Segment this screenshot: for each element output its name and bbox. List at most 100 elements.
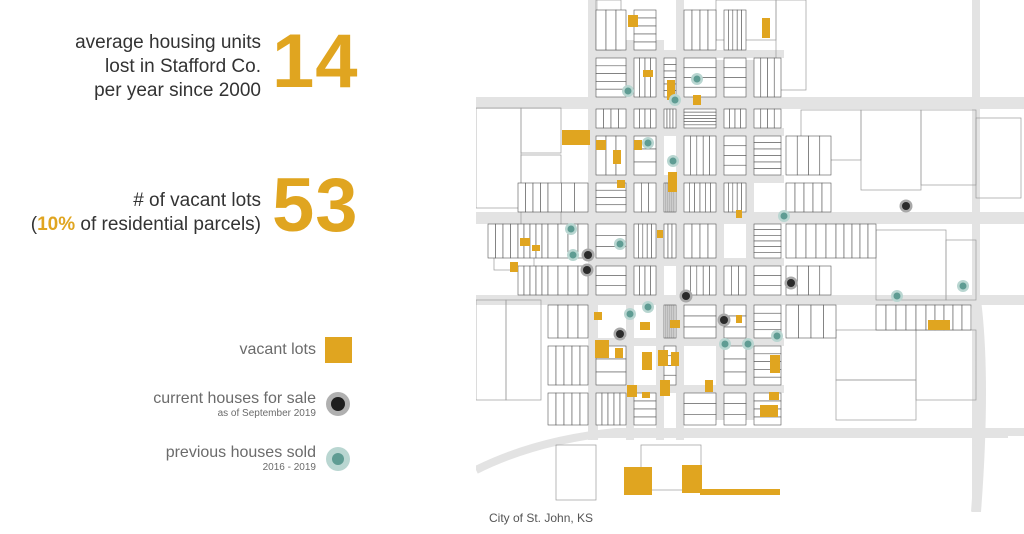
parcel <box>696 265 704 296</box>
parcel <box>795 223 807 259</box>
stat-vacant-lots-number: 53 <box>272 163 359 248</box>
parcel <box>696 135 704 176</box>
road <box>589 50 784 58</box>
vacant-lot <box>613 150 621 164</box>
parcel <box>683 315 717 328</box>
parcel <box>732 9 738 51</box>
parcel <box>753 376 782 386</box>
parcel <box>895 304 907 331</box>
tract-outline <box>835 379 917 421</box>
parcel <box>633 416 657 426</box>
parcel <box>694 182 701 213</box>
parcel <box>644 265 651 296</box>
vacant-lot <box>595 340 609 358</box>
parcel <box>702 135 710 176</box>
stat-label-line: average housing units <box>75 32 261 53</box>
parcel <box>639 57 646 98</box>
parcel <box>736 182 742 213</box>
road <box>589 175 784 183</box>
vacant-lot <box>769 392 779 400</box>
stat-housing-loss-label: average housing units lost in Stafford C… <box>40 31 261 103</box>
parcel <box>875 304 887 331</box>
parcel <box>723 371 747 386</box>
parcel <box>961 304 972 331</box>
parcel <box>753 252 782 259</box>
stat-housing-loss-number: 14 <box>272 19 359 104</box>
for-sale-swatch <box>326 392 350 416</box>
parcel <box>683 304 717 317</box>
parcel <box>736 9 742 51</box>
parcel <box>753 168 782 176</box>
vacant-lot <box>700 489 780 495</box>
parcel <box>663 365 677 376</box>
parcel <box>525 182 534 213</box>
parcel <box>618 108 627 129</box>
parcel <box>567 265 579 296</box>
road <box>656 40 664 440</box>
parcel <box>633 148 657 163</box>
parcel <box>753 108 762 129</box>
parcel <box>723 77 747 88</box>
parcel <box>905 304 917 331</box>
parcel <box>815 223 827 259</box>
legend-label: current houses for sale <box>153 390 316 407</box>
parcel <box>517 182 526 213</box>
parcel <box>753 321 782 331</box>
sold-marker <box>693 75 701 83</box>
vacant-lot <box>628 15 638 27</box>
parcel <box>595 275 627 286</box>
parcel <box>633 108 640 129</box>
parcel <box>633 161 657 176</box>
for-sale-marker <box>584 251 592 259</box>
vacant-lot <box>634 140 642 150</box>
parcel <box>723 414 747 426</box>
tract-outline <box>505 299 542 401</box>
parcel <box>785 304 799 339</box>
parcel <box>753 161 782 169</box>
parcel <box>723 145 747 156</box>
sold-marker <box>959 282 967 290</box>
vacant-lot <box>736 210 742 218</box>
parcel <box>683 115 717 119</box>
parcel <box>723 265 732 296</box>
parcel <box>699 223 709 259</box>
road <box>716 60 724 420</box>
parcel <box>753 148 782 156</box>
legend-label: vacant lots <box>239 341 316 358</box>
parcel <box>683 121 717 126</box>
parcel <box>798 304 812 339</box>
parcel <box>753 155 782 163</box>
parcel <box>595 204 627 213</box>
highway <box>476 428 1024 474</box>
tract-outline <box>555 444 597 501</box>
parcel <box>523 265 531 296</box>
parcel <box>595 371 627 386</box>
parcel <box>540 182 549 213</box>
vacant-lot <box>770 355 780 373</box>
sold-marker <box>893 292 901 300</box>
parcel <box>639 108 646 129</box>
parcel <box>819 265 832 296</box>
parcel <box>633 408 657 418</box>
parcel <box>610 108 619 129</box>
highway-ramp <box>971 299 986 512</box>
parcel <box>683 223 693 259</box>
parcel <box>595 65 627 74</box>
parcel <box>683 326 717 339</box>
legend-sublabel: as of September 2019 <box>217 408 316 419</box>
parcel <box>859 223 869 259</box>
parcel <box>683 403 717 415</box>
vacant-lot <box>928 320 950 330</box>
vacant-lot-swatch <box>325 337 352 363</box>
map-caption: City of St. John, KS <box>489 511 594 525</box>
vacant-lot <box>627 385 637 397</box>
parcel <box>666 108 671 129</box>
vacant-lot <box>617 180 625 188</box>
parcel <box>741 182 747 213</box>
parcel <box>723 392 747 404</box>
parcel <box>753 275 782 286</box>
vacant-lot <box>596 140 606 150</box>
legend-item-vacant: vacant lots <box>0 341 316 359</box>
vacant-lot <box>736 315 742 323</box>
parcel <box>740 108 747 129</box>
